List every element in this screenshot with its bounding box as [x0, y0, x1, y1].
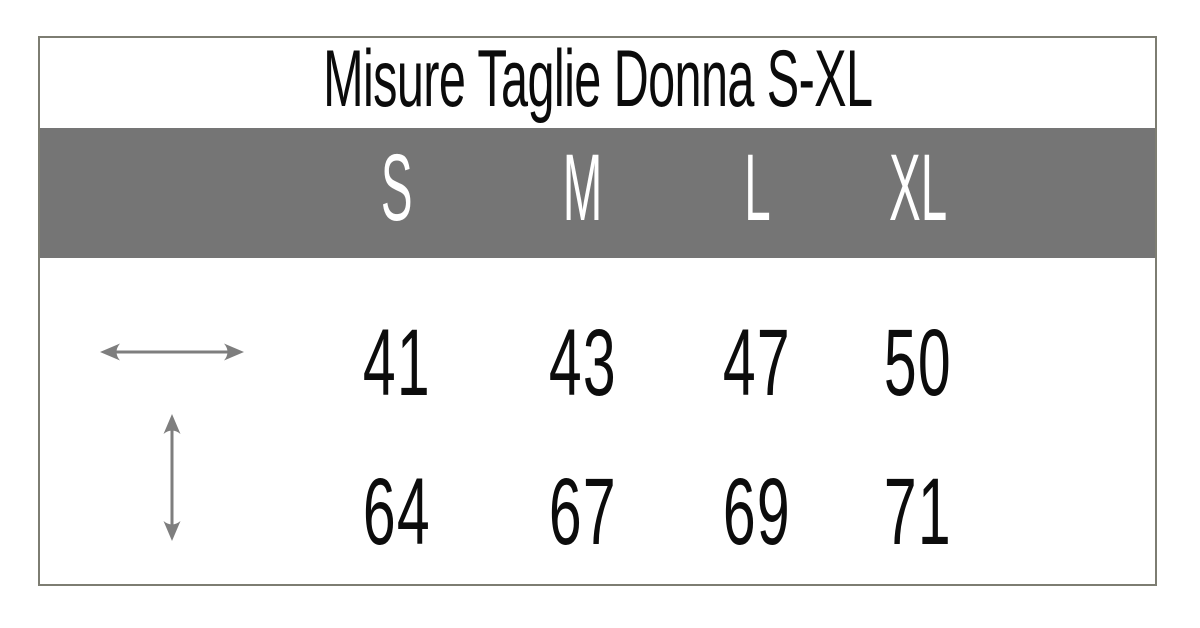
column-header-l: L: [743, 134, 771, 241]
title-row: Misure Taglie Donna S-XL: [40, 34, 1155, 128]
length-value-l: 69: [722, 458, 791, 565]
length-arrow-icon: [163, 414, 181, 541]
length-value-xl: 71: [883, 458, 952, 565]
size-chart-table: Misure Taglie Donna S-XL S M L XL 41 43 …: [38, 34, 1157, 586]
chart-title: Misure Taglie Donna S-XL: [322, 33, 873, 124]
width-value-s: 41: [362, 309, 431, 416]
length-value-s: 64: [362, 458, 431, 565]
width-value-m: 43: [548, 309, 617, 416]
column-header-xl: XL: [888, 134, 948, 241]
width-value-l: 47: [722, 309, 791, 416]
column-header-m: M: [563, 134, 603, 241]
column-header-s: S: [381, 134, 413, 241]
width-arrow-icon: [100, 343, 244, 361]
length-value-m: 67: [548, 458, 617, 565]
table-header-row: [40, 128, 1155, 258]
width-value-xl: 50: [883, 309, 952, 416]
